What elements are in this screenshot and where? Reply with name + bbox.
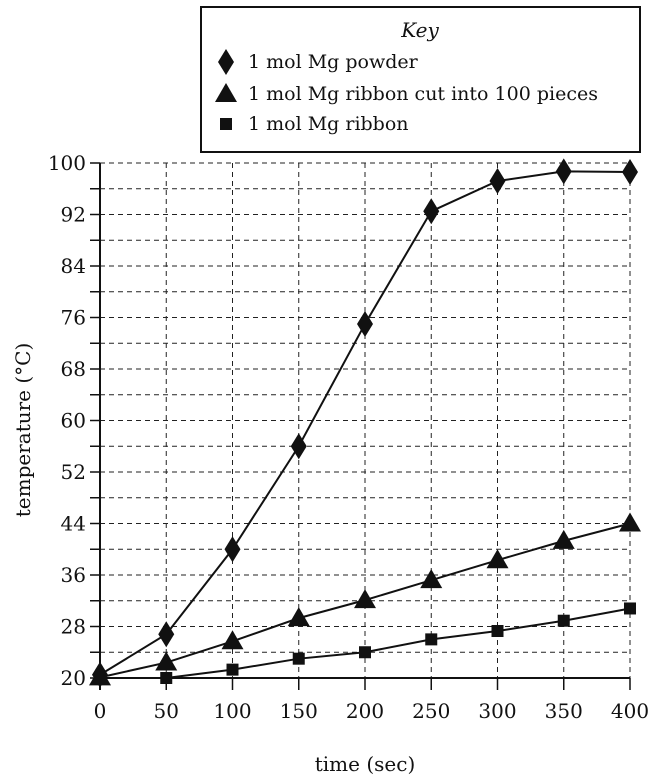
x-tick-label: 100 — [213, 699, 251, 723]
point-triangle — [552, 529, 575, 549]
point-diamond — [357, 310, 373, 337]
point-triangle — [354, 589, 376, 609]
legend-marker-triangle — [215, 83, 237, 102]
x-tick-label: 350 — [545, 699, 583, 723]
axes — [90, 162, 631, 690]
x-axis-label: time (sec) — [315, 752, 416, 776]
y-axis-label: temperature (°C) — [11, 343, 35, 518]
series-square — [94, 602, 636, 684]
point-triangle — [619, 512, 641, 532]
x-tick-label: 50 — [154, 699, 179, 723]
point-square — [359, 646, 371, 659]
y-tick-label: 68 — [61, 357, 86, 381]
point-square — [226, 663, 239, 676]
legend-marker-square — [220, 118, 232, 130]
x-tick-label: 300 — [478, 699, 516, 723]
y-tick-label: 100 — [48, 151, 86, 175]
legend-title: Key — [400, 18, 439, 42]
y-tick-label: 92 — [61, 203, 86, 227]
y-tick-label: 36 — [61, 563, 86, 587]
x-tick-label: 250 — [412, 699, 450, 723]
point-diamond — [224, 536, 241, 563]
point-triangle — [155, 651, 178, 671]
y-tick-label: 28 — [61, 615, 86, 639]
point-diamond — [489, 168, 506, 195]
legend: Key 1 mol Mg powder 1 mol Mg ribbon cut i… — [200, 6, 641, 153]
point-diamond — [555, 158, 572, 185]
series-layer — [89, 158, 641, 688]
tick-labels: 0 50 100 150 200 250 300 350 400 20 28 36 44 52 60 68 76… — [48, 151, 649, 723]
point-diamond — [622, 159, 638, 186]
point-square — [160, 672, 173, 684]
point-square — [94, 672, 106, 684]
legend-label: 1 mol Mg ribbon cut into 100 pieces — [248, 83, 598, 105]
x-tick-label: 400 — [611, 699, 649, 723]
point-square — [425, 633, 438, 646]
point-square — [557, 614, 570, 627]
y-tick-label: 20 — [61, 666, 86, 690]
y-tick-label: 76 — [61, 306, 86, 330]
legend-box — [200, 6, 641, 153]
point-square — [491, 625, 504, 638]
point-diamond — [158, 621, 175, 648]
y-tick-label: 84 — [61, 254, 86, 278]
point-triangle — [420, 569, 443, 589]
legend-label: 1 mol Mg powder — [248, 51, 419, 73]
point-diamond — [423, 198, 440, 225]
point-square — [624, 602, 636, 615]
y-tick-label: 60 — [61, 409, 86, 433]
legend-entry: 1 mol Mg ribbon cut into 100 pieces — [215, 83, 598, 105]
legend-entry: 1 mol Mg powder — [218, 49, 419, 75]
y-tick-label: 44 — [61, 512, 86, 536]
point-diamond — [290, 433, 307, 460]
x-tick-label: 150 — [280, 699, 318, 723]
point-triangle — [221, 630, 244, 650]
legend-label: 1 mol Mg ribbon — [248, 113, 409, 135]
y-tick-label: 52 — [61, 460, 86, 484]
legend-entry: 1 mol Mg ribbon — [220, 113, 409, 135]
point-square — [292, 652, 305, 665]
x-tick-label: 200 — [346, 699, 384, 723]
point-triangle — [486, 549, 509, 569]
x-tick-label: 0 — [94, 699, 107, 723]
legend-marker-diamond — [218, 49, 234, 75]
point-triangle — [287, 607, 310, 627]
